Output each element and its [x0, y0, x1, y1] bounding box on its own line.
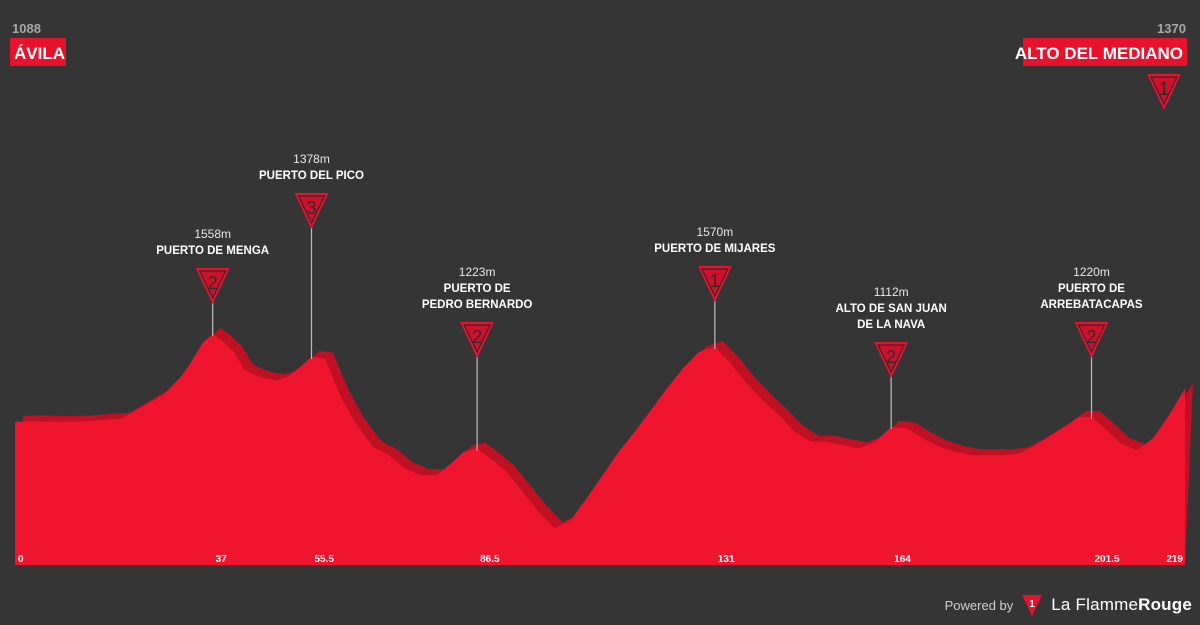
climb-marker: 2 1220m PUERTO DE ARREBATACAPAS — [1040, 265, 1143, 419]
climb-category-number: 2 — [886, 347, 896, 367]
climb-category-number: 2 — [1086, 327, 1096, 347]
logo-number: 1 — [1030, 599, 1036, 610]
climb-category-number: 2 — [472, 327, 482, 347]
distance-tick-label: 55.5 — [315, 554, 335, 565]
distance-tick-label: 201.5 — [1095, 554, 1120, 565]
distance-tick-label: 86.5 — [480, 554, 500, 565]
climb-category-badge-inner — [297, 195, 326, 225]
climb-marker: 1 1570m PUERTO DE MIJARES — [654, 225, 776, 349]
brand-name: La FlammeRouge — [1051, 595, 1192, 615]
distance-tick-label: 131 — [718, 554, 735, 565]
powered-by-text: Powered by — [944, 597, 1014, 613]
distance-tick-label: 37 — [216, 554, 228, 565]
finish-category-badge: 1 — [1147, 74, 1181, 110]
climb-name: PUERTO DE — [1058, 283, 1125, 295]
climb-category-badge-inner — [877, 344, 906, 374]
profile-elevation-area — [15, 333, 1185, 565]
climb-altitude: 1378m — [293, 152, 330, 166]
distance-tick-label: 219 — [1166, 554, 1183, 565]
distance-axis: 0 37 55.5 86.5 131 164 201.5 219 — [18, 554, 1183, 565]
finish-name-box — [1023, 38, 1187, 66]
climb-name: PUERTO DE MIJARES — [654, 243, 776, 255]
climb-category-number: 2 — [208, 273, 218, 293]
climb-category-badge-inner — [463, 324, 492, 354]
climb-marker: 2 1112m ALTO DE SAN JUAN DE LA NAVA — [835, 285, 947, 429]
climb-category-number: 1 — [710, 271, 720, 291]
finish-altitude: 1370 — [1157, 21, 1186, 36]
climb-altitude: 1558m — [194, 227, 231, 241]
brand-name-light: La Flamme — [1051, 595, 1139, 614]
brand-name-bold: Rouge — [1138, 595, 1192, 614]
climb-name: ARREBATACAPAS — [1040, 299, 1143, 311]
climb-name: PUERTO DE MENGA — [156, 245, 269, 257]
climb-marker: 2 1558m PUERTO DE MENGA — [156, 227, 269, 336]
climb-category-badge-inner — [198, 270, 227, 300]
finish-category-number: 1 — [1159, 79, 1169, 99]
start-name: ÁVILA — [14, 44, 65, 63]
start-altitude: 1088 — [12, 21, 41, 36]
climb-category-badge-inner — [700, 268, 729, 298]
climb-category-badge-inner — [1077, 324, 1106, 354]
climb-name: DE LA NAVA — [857, 319, 925, 331]
footer-branding: Powered by 1 La FlammeRouge — [945, 593, 1192, 617]
climb-name: PUERTO DEL PICO — [259, 170, 364, 182]
flamme-rouge-logo-icon: 1 — [1022, 595, 1043, 616]
climb-altitude: 1570m — [697, 225, 734, 239]
distance-tick-label: 164 — [894, 554, 911, 565]
finish-name: ALTO DEL MEDIANO — [1015, 44, 1183, 63]
climb-markers: 2 1558m PUERTO DE MENGA 3 1378m PUERTO DEL PI… — [156, 152, 1143, 451]
finish-badge-inner — [1150, 76, 1178, 106]
climb-marker: 2 1223m PUERTO DE PEDRO BERNARDO — [422, 265, 533, 451]
climb-marker: 3 1378m PUERTO DEL PICO — [259, 152, 364, 359]
distance-tick-label: 0 — [18, 554, 24, 565]
climb-name: ALTO DE SAN JUAN — [835, 303, 946, 315]
climb-category-number: 3 — [306, 198, 316, 218]
climb-altitude: 1112m — [874, 285, 909, 299]
climb-altitude: 1220m — [1073, 265, 1110, 279]
climb-name: PUERTO DE — [444, 283, 511, 295]
climb-name: PEDRO BERNARDO — [422, 299, 533, 311]
start-name-box — [10, 38, 66, 66]
climb-altitude: 1223m — [459, 265, 496, 279]
